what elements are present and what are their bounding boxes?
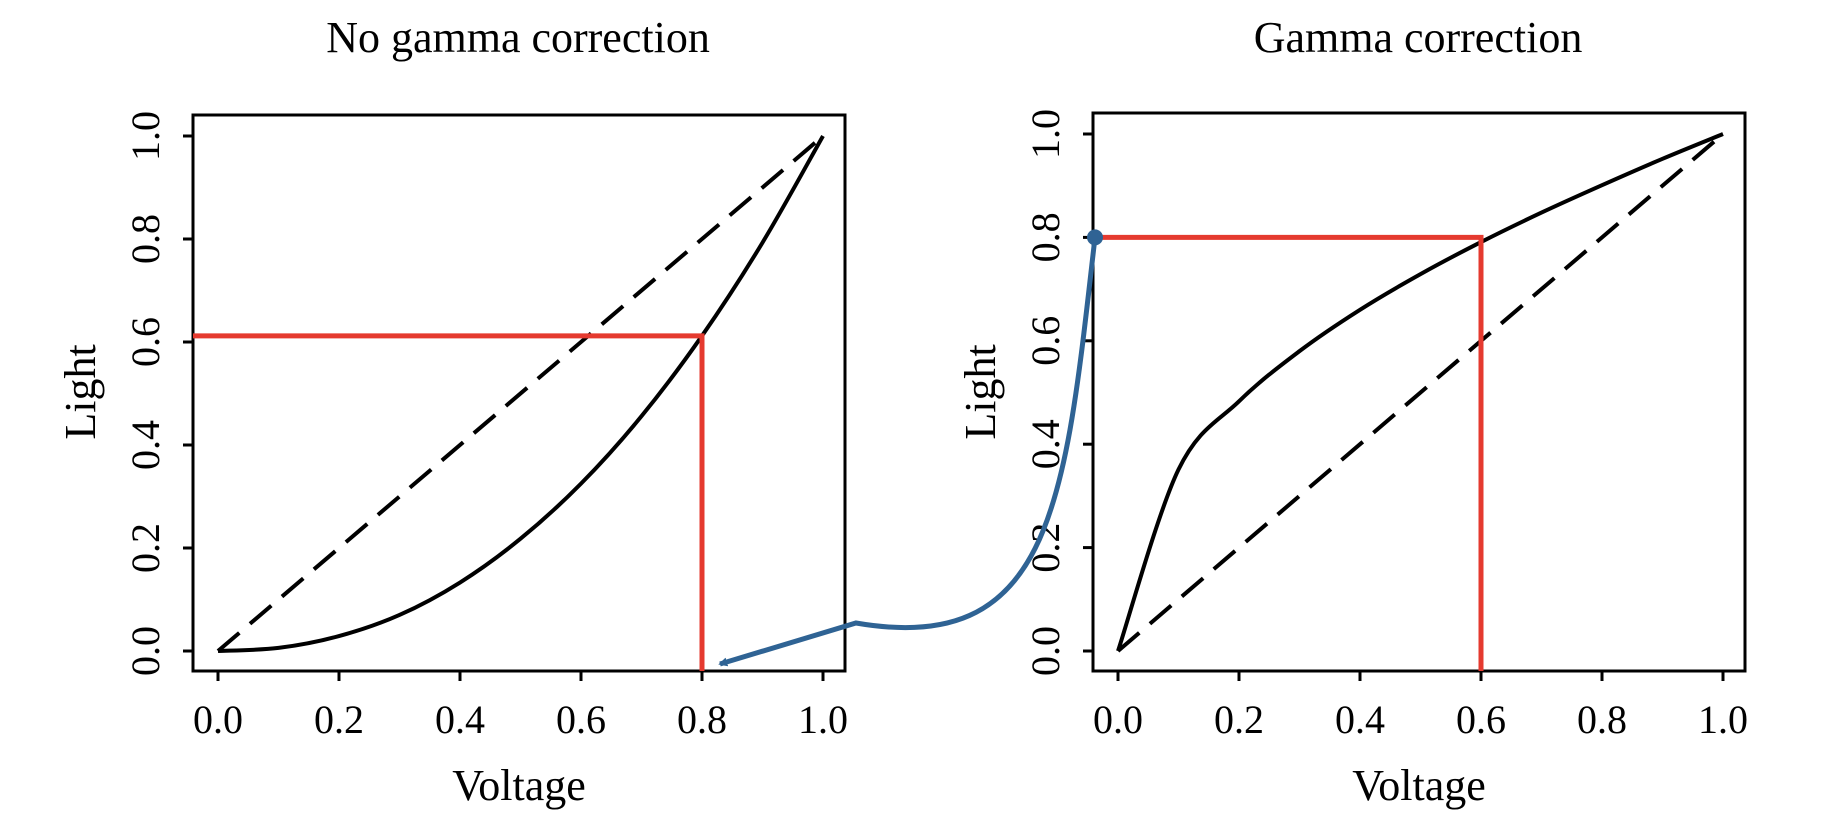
series-line-dashed	[216, 134, 825, 653]
y-tick-label: 0.6	[123, 317, 168, 367]
x-axis: 0.0 0.2 0.4 0.6 0.8 1.0	[193, 671, 848, 742]
connector-dot	[1087, 229, 1103, 246]
chart-title: Gamma correction	[1254, 13, 1583, 62]
y-tick-label: 0.6	[1023, 316, 1068, 366]
y-tick-label: 0.4	[1023, 419, 1068, 469]
x-tick-label: 1.0	[798, 697, 848, 742]
y-tick-label: 0.2	[123, 523, 168, 573]
y-axis-label: Light	[56, 344, 105, 439]
x-tick-label: 0.4	[435, 697, 485, 742]
connector-arrow	[718, 237, 1098, 667]
y-axis: 0.0 0.2 0.4 0.6 0.8 1.0	[123, 111, 193, 676]
x-tick-label: 0.2	[314, 697, 364, 742]
chart-title: No gamma correction	[326, 13, 710, 62]
y-tick-label: 0.0	[123, 626, 168, 676]
red-guide-line	[193, 333, 705, 671]
x-tick-label: 0.6	[556, 697, 606, 742]
annotation-group	[193, 333, 705, 671]
x-tick-label: 0.2	[1214, 697, 1264, 742]
annotation-group	[1093, 234, 1484, 671]
y-tick-label: 1.0	[1023, 109, 1068, 159]
x-tick-label: 0.0	[193, 697, 243, 742]
red-guide-line	[1093, 234, 1484, 671]
y-tick-label: 0.0	[1023, 626, 1068, 676]
x-tick-label: 0.6	[1456, 697, 1506, 742]
y-tick-label: 0.4	[123, 420, 168, 470]
x-tick-label: 0.8	[1577, 697, 1627, 742]
series-line-curve	[1116, 132, 1724, 652]
y-tick-label: 0.8	[123, 214, 168, 264]
chart-gamma: Gamma correction 0.0 0.2 0.4 0.6 0.8 1.0 0.00…	[956, 13, 1748, 810]
series-line-curve	[217, 135, 825, 653]
y-axis: 0.00.20.40.60.81.0	[1023, 109, 1093, 676]
plot-frame	[191, 113, 847, 673]
y-tick-label: 1.0	[123, 111, 168, 161]
plot-frame	[1091, 111, 1747, 673]
y-axis-label: Light	[956, 344, 1005, 439]
y-tick-label: 0.8	[1023, 212, 1068, 262]
x-tick-label: 0.0	[1093, 697, 1143, 742]
x-axis: 0.0 0.2 0.4 0.6 0.8 1.0	[1093, 671, 1748, 742]
series-line-dashed	[1116, 132, 1725, 653]
x-tick-label: 0.4	[1335, 697, 1385, 742]
chart-no-gamma: No gamma correction 0.0 0.2 0.4 0.6 0.8 1.0 0…	[56, 13, 848, 810]
series-group	[1116, 132, 1725, 653]
x-axis-label: Voltage	[1352, 761, 1486, 810]
series-group	[216, 134, 825, 653]
x-axis-label: Voltage	[452, 761, 586, 810]
x-tick-label: 0.8	[677, 697, 727, 742]
x-tick-label: 1.0	[1698, 697, 1748, 742]
